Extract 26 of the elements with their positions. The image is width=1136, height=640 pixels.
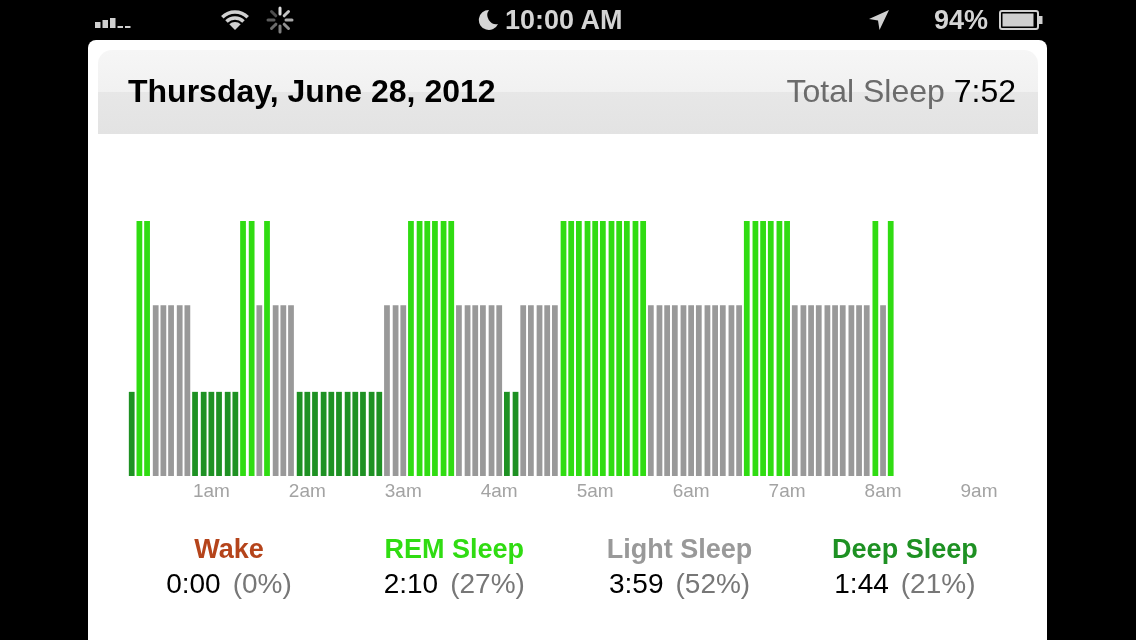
text: (27%) [450,568,525,599]
x-tick-label: 3am [384,479,422,501]
text: 3:59 [608,568,664,599]
text: (52%) [675,568,751,599]
text: 2:10 [383,568,439,599]
x-tick-label: 1am [192,479,230,501]
chart-title: Thursday, June 28, 2012 [128,72,496,111]
text: REM Sleep [384,533,525,565]
x-tick-label: 2am [288,479,326,501]
text: (0%) [232,568,292,599]
x-tick-label: 5am [576,479,614,501]
x-tick-label: 7am [768,479,806,501]
x-tick-label: 9am [960,479,998,501]
x-tick-label: 4am [480,479,518,501]
text: 94% [934,5,989,35]
text: 10:00 AM [505,5,623,35]
x-tick-label: 8am [864,479,902,501]
text: 1:44 [834,568,889,599]
legend-label: Wake [194,533,264,565]
text: Total Sleep [786,73,945,109]
text: Light Sleep [606,533,753,565]
text: 7:52 [953,73,1016,109]
text: 0:00 [166,568,221,599]
text: (21%) [900,568,976,599]
x-tick-label: 6am [672,479,710,501]
text: Deep Sleep [832,533,978,565]
